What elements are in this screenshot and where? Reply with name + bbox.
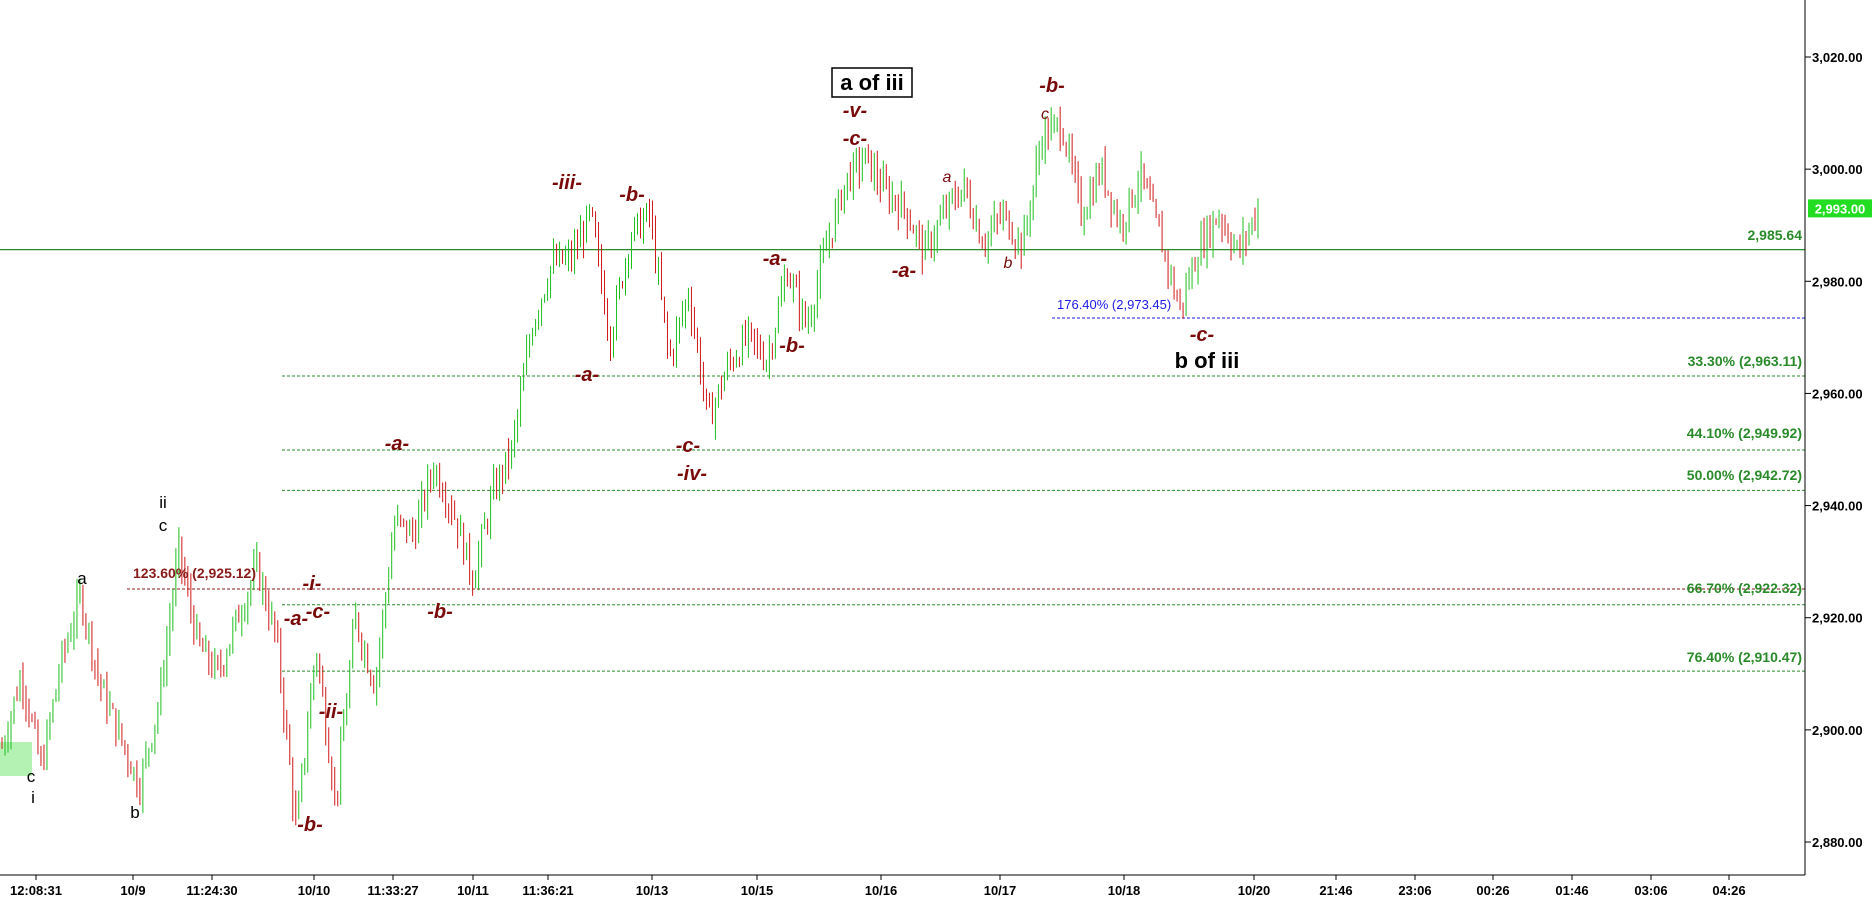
x-tick-label: 10/18 (1108, 883, 1141, 898)
x-tick-label: 12:08:31 (10, 883, 62, 898)
wave-label: -c- (676, 435, 701, 457)
wave-label: -a- (385, 433, 410, 455)
y-tick-label: 2,960.00 (1812, 386, 1863, 401)
wave-label-small: a (943, 169, 952, 186)
wave-label: -c- (1190, 324, 1215, 346)
wave-label-black: b (130, 803, 139, 822)
wave-label: -a- (284, 608, 309, 630)
wave-label: -iv- (677, 463, 707, 485)
level-label: 2,985.64 (1748, 227, 1803, 243)
reference-lines (0, 249, 1805, 672)
x-tick-label: 11:36:21 (522, 883, 573, 898)
x-tick-label: 23:06 (1398, 883, 1431, 898)
wave-label-black: c (159, 516, 168, 535)
boxed-label: a of iii (840, 70, 904, 95)
x-tick-label: 10/15 (741, 883, 774, 898)
x-tick-label: 03:06 (1634, 883, 1667, 898)
candles (1, 106, 1259, 826)
fib-764-label: 76.40% (2,910.47) (1687, 649, 1802, 665)
wave-label-black: c (27, 767, 36, 786)
fib-667-label: 66.70% (2,922.32) (1687, 580, 1802, 596)
y-tick-label: 3,000.00 (1812, 162, 1863, 177)
x-tick-label: 10/11 (457, 883, 489, 898)
y-axis: 2,880.00 2,900.00 2,920.00 2,940.00 2,960.00… (1804, 0, 1863, 875)
x-axis: 12:08:31 10/9 11:24:30 10/10 11:33:27 10/11 11… (0, 874, 1805, 898)
y-tick-label: 2,980.00 (1812, 274, 1863, 289)
wave-annotations: -iii- -b- -a- -c- -iv- -a- -b- -v- -c- -… (27, 67, 1240, 836)
wave-label: -b- (427, 601, 453, 623)
wave-label-black: ii (159, 493, 167, 512)
current-price-marker: 2,993.00 (1808, 199, 1872, 218)
current-price-label: 2,993.00 (1815, 201, 1866, 216)
y-tick-label: 2,900.00 (1812, 723, 1863, 738)
wave-label-black: a (77, 569, 87, 588)
x-tick-label: 04:26 (1712, 883, 1745, 898)
x-tick-label: 10/20 (1238, 883, 1271, 898)
fib-333-label: 33.30% (2,963.11) (1688, 353, 1802, 369)
wave-label-small: b (1004, 255, 1013, 272)
x-tick-label: 10/10 (298, 883, 331, 898)
y-tick-label: 3,020.00 (1812, 50, 1863, 65)
wave-label: -b- (619, 184, 645, 206)
wave-label: -v- (843, 100, 868, 122)
wave-label: -a- (575, 364, 600, 386)
x-tick-label: 10/9 (120, 883, 145, 898)
wave-label: -ii- (319, 701, 344, 723)
wave-label: -a- (763, 248, 788, 270)
fib-1236-label: 123.60% (2,925.12) (133, 565, 256, 581)
x-tick-label: 10/16 (865, 883, 898, 898)
x-tick-label: 10/13 (636, 883, 669, 898)
x-tick-label: 10/17 (984, 883, 1017, 898)
boxed-label-frame (831, 67, 913, 98)
big-label: b of iii (1175, 348, 1240, 373)
wave-label: -b- (1039, 75, 1065, 97)
y-tick-label: 2,880.00 (1812, 835, 1863, 850)
x-tick-label: 11:33:27 (367, 883, 418, 898)
x-tick-label: 11:24:30 (186, 883, 237, 898)
wave-label: -a- (892, 260, 917, 282)
fib-176-label: 176.40% (2,973.45) (1057, 297, 1171, 312)
wave-label-black: i (31, 788, 35, 807)
wave-label: -c- (843, 128, 868, 150)
wave-label: -iii- (552, 172, 582, 194)
wave-label: -c- (306, 601, 331, 623)
wave-label-small: c (1041, 106, 1049, 123)
fib-500-label: 50.00% (2,942.72) (1687, 467, 1802, 483)
x-tick-label: 00:26 (1476, 883, 1509, 898)
wave-label: -b- (779, 335, 805, 357)
y-tick-label: 2,920.00 (1812, 611, 1863, 626)
y-tick-label: 2,940.00 (1812, 499, 1863, 514)
fib-441-label: 44.10% (2,949.92) (1687, 425, 1802, 441)
wave-label: -b- (297, 814, 323, 836)
x-tick-label: 21:46 (1319, 883, 1352, 898)
wave-label: -i- (303, 573, 322, 595)
x-tick-label: 01:46 (1555, 883, 1588, 898)
